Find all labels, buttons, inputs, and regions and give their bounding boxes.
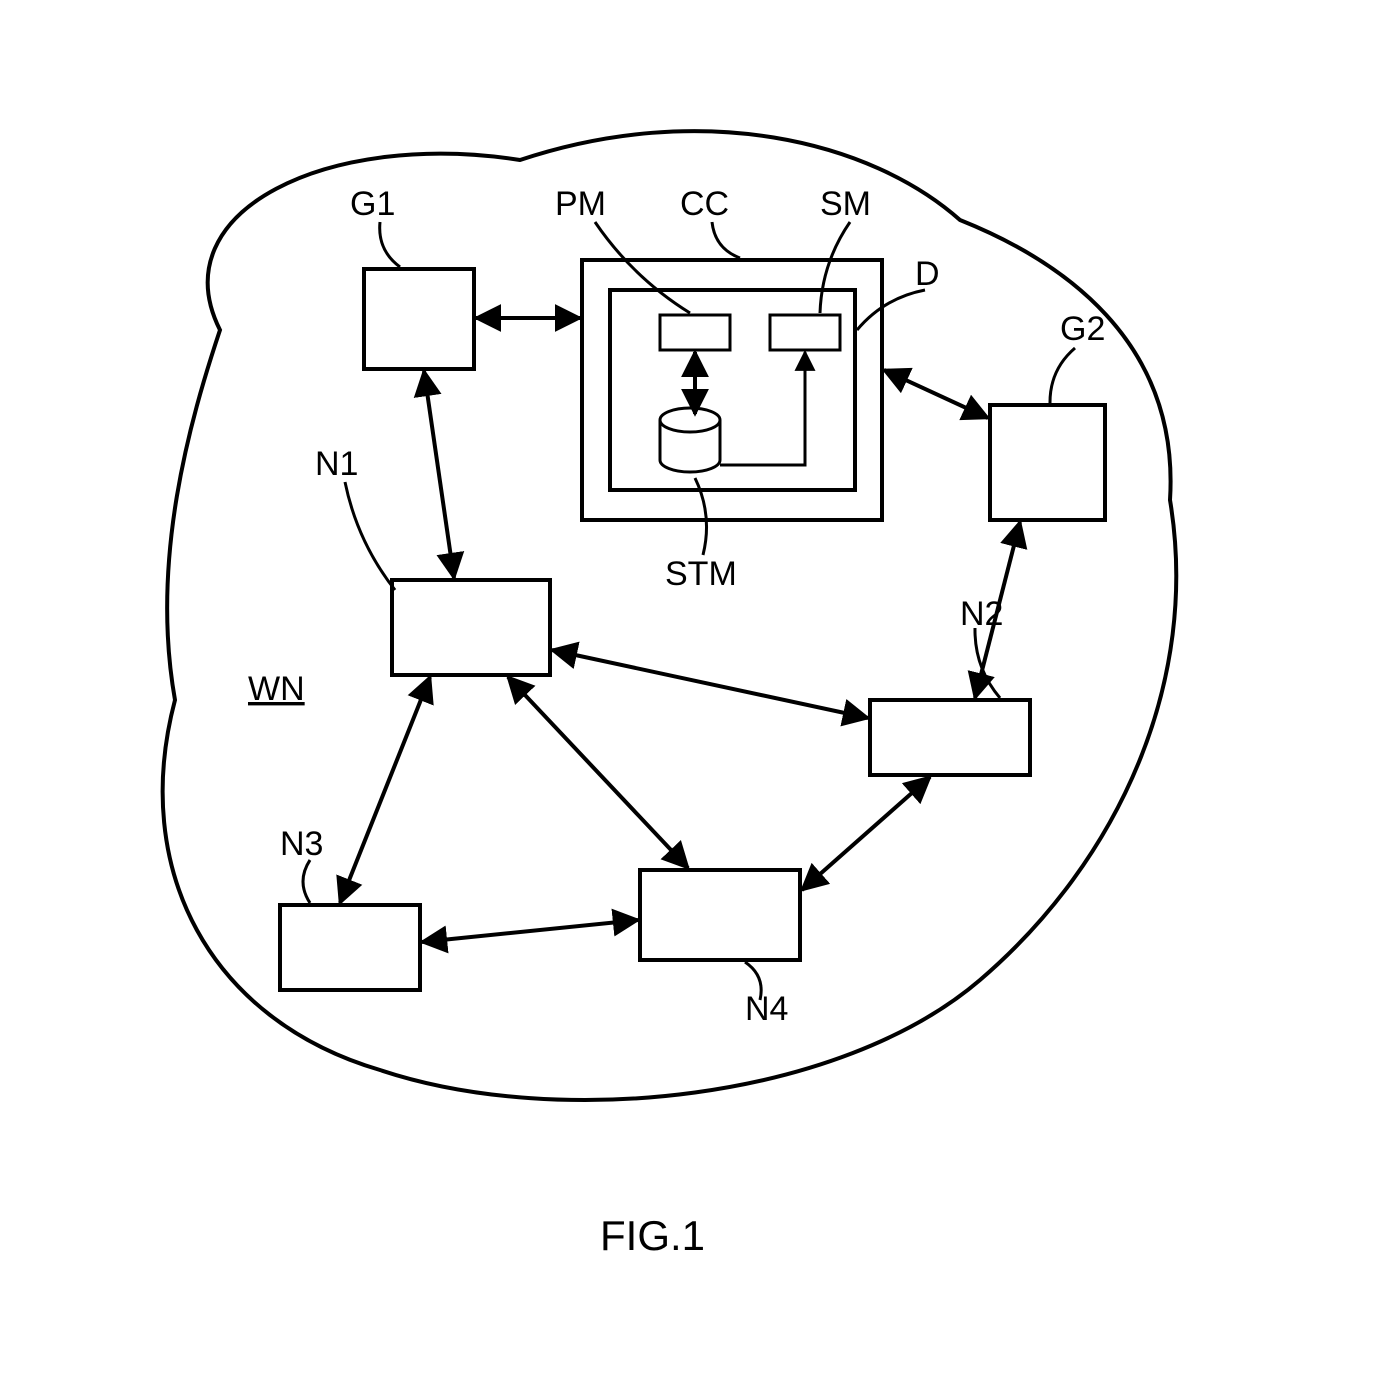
d_inner-box (610, 290, 855, 490)
label-d: D (915, 255, 940, 293)
arrow-stm-sm (720, 352, 805, 465)
leader-n1 (345, 482, 395, 590)
arrow-n3-n4 (422, 920, 638, 942)
arrow-n1-n2 (552, 650, 868, 718)
arrow-n1-n4 (508, 677, 688, 868)
n4-box (640, 870, 800, 960)
label-n1: N1 (315, 445, 358, 483)
label-g2: G2 (1060, 310, 1105, 348)
label-sm: SM (820, 185, 871, 223)
pm-box (660, 315, 730, 350)
n3-box (280, 905, 420, 990)
arrow-n1-n3 (340, 677, 430, 903)
leader-g2 (1050, 348, 1075, 403)
label-stm: STM (665, 555, 737, 593)
leader-sm (820, 222, 850, 313)
network-boundary (163, 131, 1177, 1100)
sm-box (770, 315, 840, 350)
arrow-n4-n2 (802, 777, 930, 890)
leader-d (857, 290, 925, 330)
label-n2: N2 (960, 595, 1003, 633)
label-cc: CC (680, 185, 729, 223)
g1-box (364, 269, 474, 369)
label-n4: N4 (745, 990, 788, 1028)
cc_outer-box (582, 260, 882, 520)
arrow-g2-cc (884, 370, 988, 418)
g2-box (990, 405, 1105, 520)
leader-n3 (303, 860, 310, 903)
n1-box (392, 580, 550, 675)
leader-cc (712, 222, 740, 258)
n2-box (870, 700, 1030, 775)
arrow-g1-n1 (424, 371, 454, 578)
label-n3: N3 (280, 825, 323, 863)
figure-caption: FIG.1 (600, 1212, 705, 1259)
leader-g1 (380, 222, 400, 267)
label-pm: PM (555, 185, 606, 223)
stm-cylinder-top (660, 408, 720, 432)
label-wn: WN (248, 670, 305, 708)
label-g1: G1 (350, 185, 395, 223)
figure-canvas: G1 G2 PM CC SM D N1 N2 N3 N4 STM WN FIG.1 (0, 0, 1380, 1380)
